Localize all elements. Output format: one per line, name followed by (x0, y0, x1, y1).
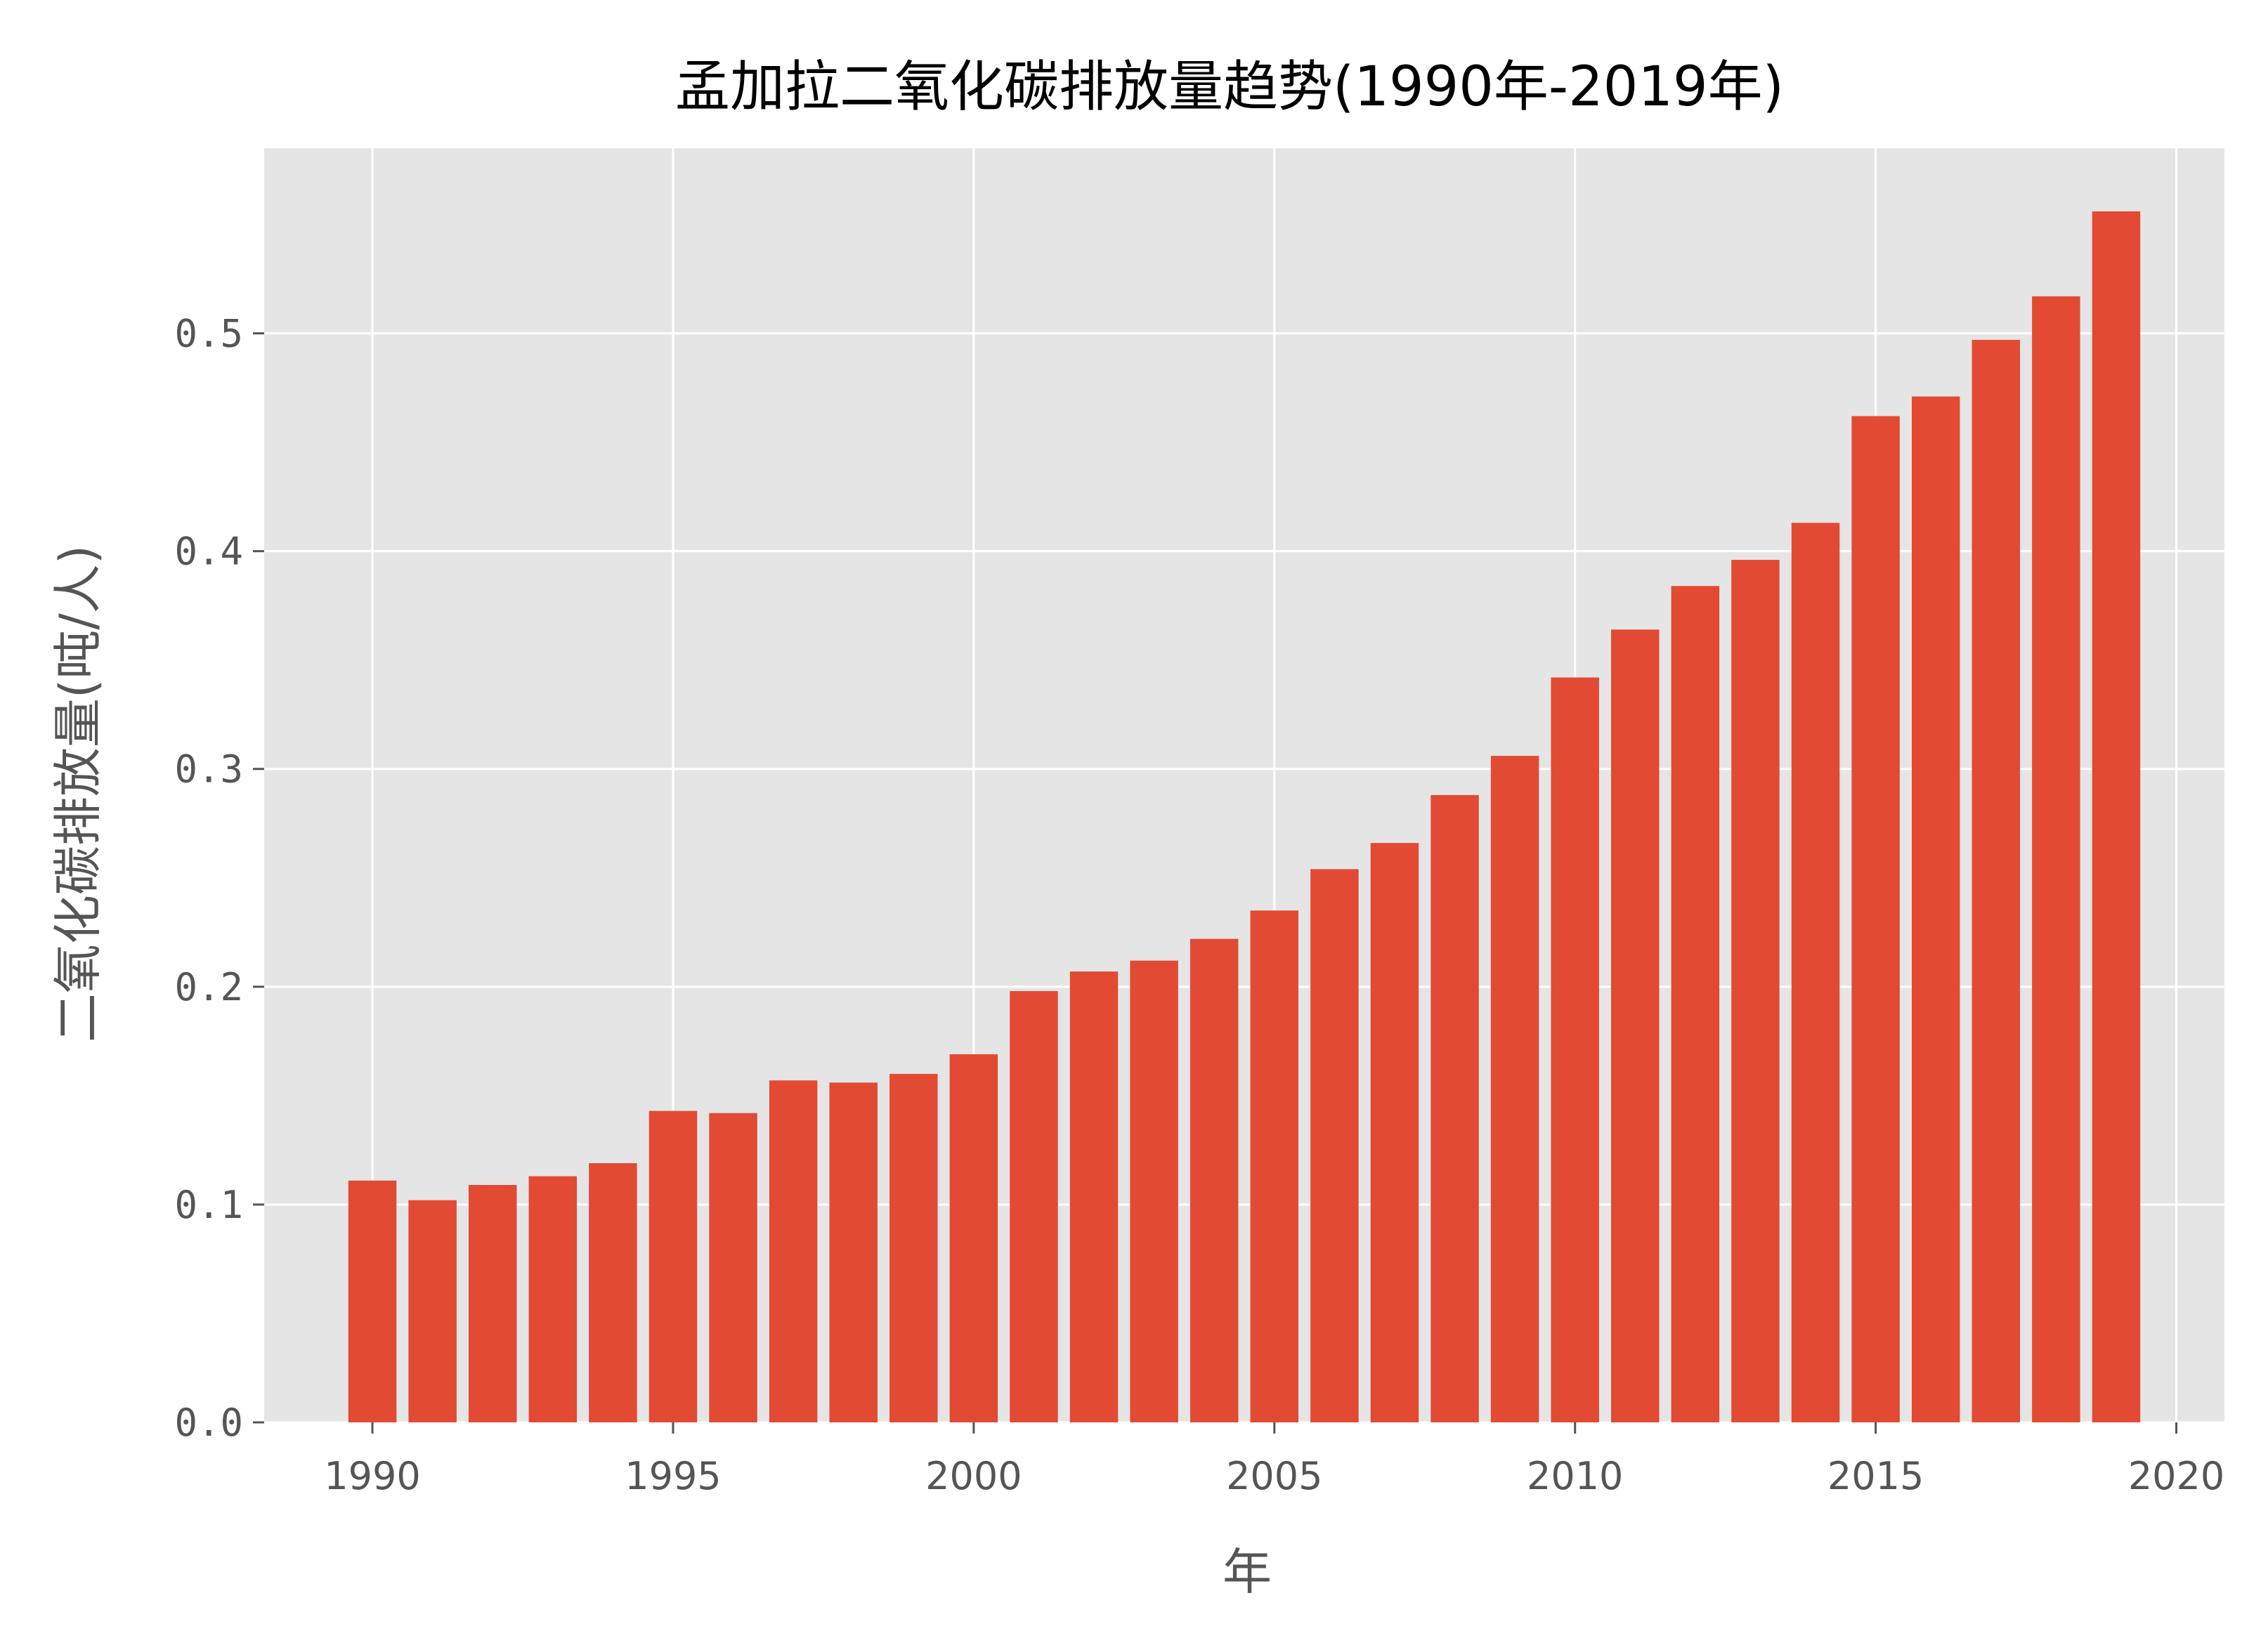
y-tick-label: 0.0 (174, 1401, 243, 1445)
bar-1994 (589, 1162, 637, 1422)
bar-2005 (1250, 910, 1299, 1422)
bar-2003 (1130, 960, 1178, 1422)
bar-2007 (1370, 843, 1419, 1422)
bar-2012 (1671, 586, 1720, 1423)
bar-2019 (2092, 211, 2141, 1422)
x-tick-label: 2010 (1527, 1454, 1623, 1498)
bar-2017 (1972, 339, 2021, 1422)
bar-2004 (1190, 938, 1239, 1422)
bar-2014 (1791, 523, 1840, 1423)
bar-2000 (949, 1054, 998, 1422)
x-tick-label: 1995 (625, 1454, 721, 1498)
tick-marks (253, 332, 2178, 1434)
y-axis-label: 二氧化碳排放量(吨/人) (49, 545, 107, 1042)
bar-1990 (348, 1180, 397, 1422)
x-tick-label: 2000 (925, 1454, 1022, 1498)
y-tick-label: 0.5 (174, 312, 243, 356)
x-tick-label: 2015 (1827, 1454, 1924, 1498)
y-tick-label: 0.3 (174, 747, 243, 792)
bar-2015 (1851, 416, 1900, 1422)
bar-2016 (1911, 396, 1960, 1422)
bars (348, 211, 2141, 1423)
bar-1993 (528, 1176, 578, 1422)
bar-2006 (1310, 869, 1359, 1422)
bar-2002 (1069, 971, 1119, 1422)
y-tick-label: 0.1 (174, 1183, 243, 1227)
y-tick-label: 0.2 (174, 965, 243, 1009)
bar-2008 (1430, 794, 1479, 1422)
bar-2011 (1611, 629, 1660, 1423)
bar-1998 (829, 1082, 878, 1422)
bar-2013 (1731, 560, 1780, 1422)
bar-2018 (2032, 296, 2080, 1422)
x-tick-label: 2005 (1226, 1454, 1322, 1498)
x-axis-label: 年 (1223, 1543, 1272, 1601)
bar-1992 (468, 1185, 517, 1422)
x-tick-label: 1990 (324, 1454, 420, 1498)
bar-1999 (889, 1073, 938, 1422)
bar-1997 (769, 1080, 818, 1422)
y-tick-labels: 0.0 0.1 0.2 0.3 0.4 0.5 (174, 312, 243, 1445)
chart-title: 孟加拉二氧化碳排放量趋势(1990年-2019年) (675, 55, 1784, 119)
bar-1995 (649, 1110, 698, 1422)
bar-1991 (408, 1200, 457, 1422)
bar-2009 (1490, 756, 1539, 1422)
bar-2001 (1010, 991, 1058, 1422)
x-tick-label: 2020 (2128, 1454, 2224, 1498)
bar-2010 (1551, 677, 1599, 1422)
x-tick-labels: 1990 1995 2000 2005 2010 2015 2020 (324, 1454, 2224, 1498)
y-tick-label: 0.4 (174, 530, 243, 574)
bar-1996 (709, 1113, 757, 1422)
